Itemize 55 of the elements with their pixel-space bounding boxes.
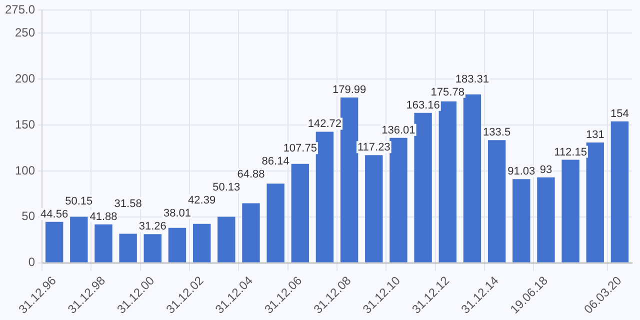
data-label: 44.56: [40, 208, 68, 220]
data-label: 163.16: [406, 99, 440, 112]
data-label: 117.23: [357, 142, 390, 154]
data-label: 107.75: [283, 142, 317, 155]
data-label: 31.58: [114, 198, 142, 210]
bar: [512, 179, 530, 262]
data-label: 50.15: [65, 195, 93, 208]
bar: [610, 121, 629, 262]
bar: [390, 138, 408, 262]
bar: [562, 160, 580, 262]
data-label: 31.26: [138, 220, 166, 233]
bar: [586, 142, 604, 262]
bar: [242, 203, 260, 262]
data-label: 50.13: [212, 182, 240, 194]
bar: [414, 112, 432, 262]
bar: [218, 216, 236, 262]
bar: [340, 97, 358, 262]
y-tick-label: 50: [22, 209, 36, 224]
bar: [488, 140, 506, 262]
y-tick-label: 275.0: [5, 2, 36, 17]
data-label: 42.39: [188, 194, 216, 207]
data-label: 41.88: [90, 210, 118, 223]
data-label: 64.88: [237, 168, 265, 181]
data-label: 154: [610, 108, 629, 120]
data-label: 86.14: [262, 156, 290, 168]
bar: [45, 222, 64, 262]
bar: [168, 228, 186, 262]
bar: [365, 155, 383, 262]
bar: [266, 184, 284, 262]
bar: [94, 224, 112, 262]
data-label: 183.31: [455, 73, 490, 86]
y-tick-label: 0: [28, 255, 36, 270]
y-tick-label: 100: [15, 163, 36, 178]
data-label: 38.01: [163, 208, 191, 220]
bar: [291, 164, 309, 262]
bar: [70, 216, 88, 262]
y-tick-label: 150: [15, 117, 36, 132]
data-label: 133.5: [483, 126, 511, 139]
bar: [316, 132, 334, 262]
y-tick-label: 250: [15, 25, 36, 40]
y-tick-label: 200: [15, 71, 36, 86]
bar: [119, 234, 137, 262]
data-label: 112.15: [554, 146, 587, 158]
bar: [438, 101, 456, 262]
data-label: 179.99: [332, 84, 366, 96]
data-label: 91.03: [508, 166, 536, 178]
data-label: 142.72: [308, 118, 342, 130]
bar: [144, 234, 162, 262]
data-label: 93: [540, 164, 552, 176]
data-label: 131: [586, 128, 604, 141]
data-label: 175.78: [430, 86, 464, 98]
bar: [192, 224, 211, 262]
bar: [463, 94, 482, 262]
bar: [537, 177, 555, 262]
data-label: 136.01: [382, 124, 416, 136]
